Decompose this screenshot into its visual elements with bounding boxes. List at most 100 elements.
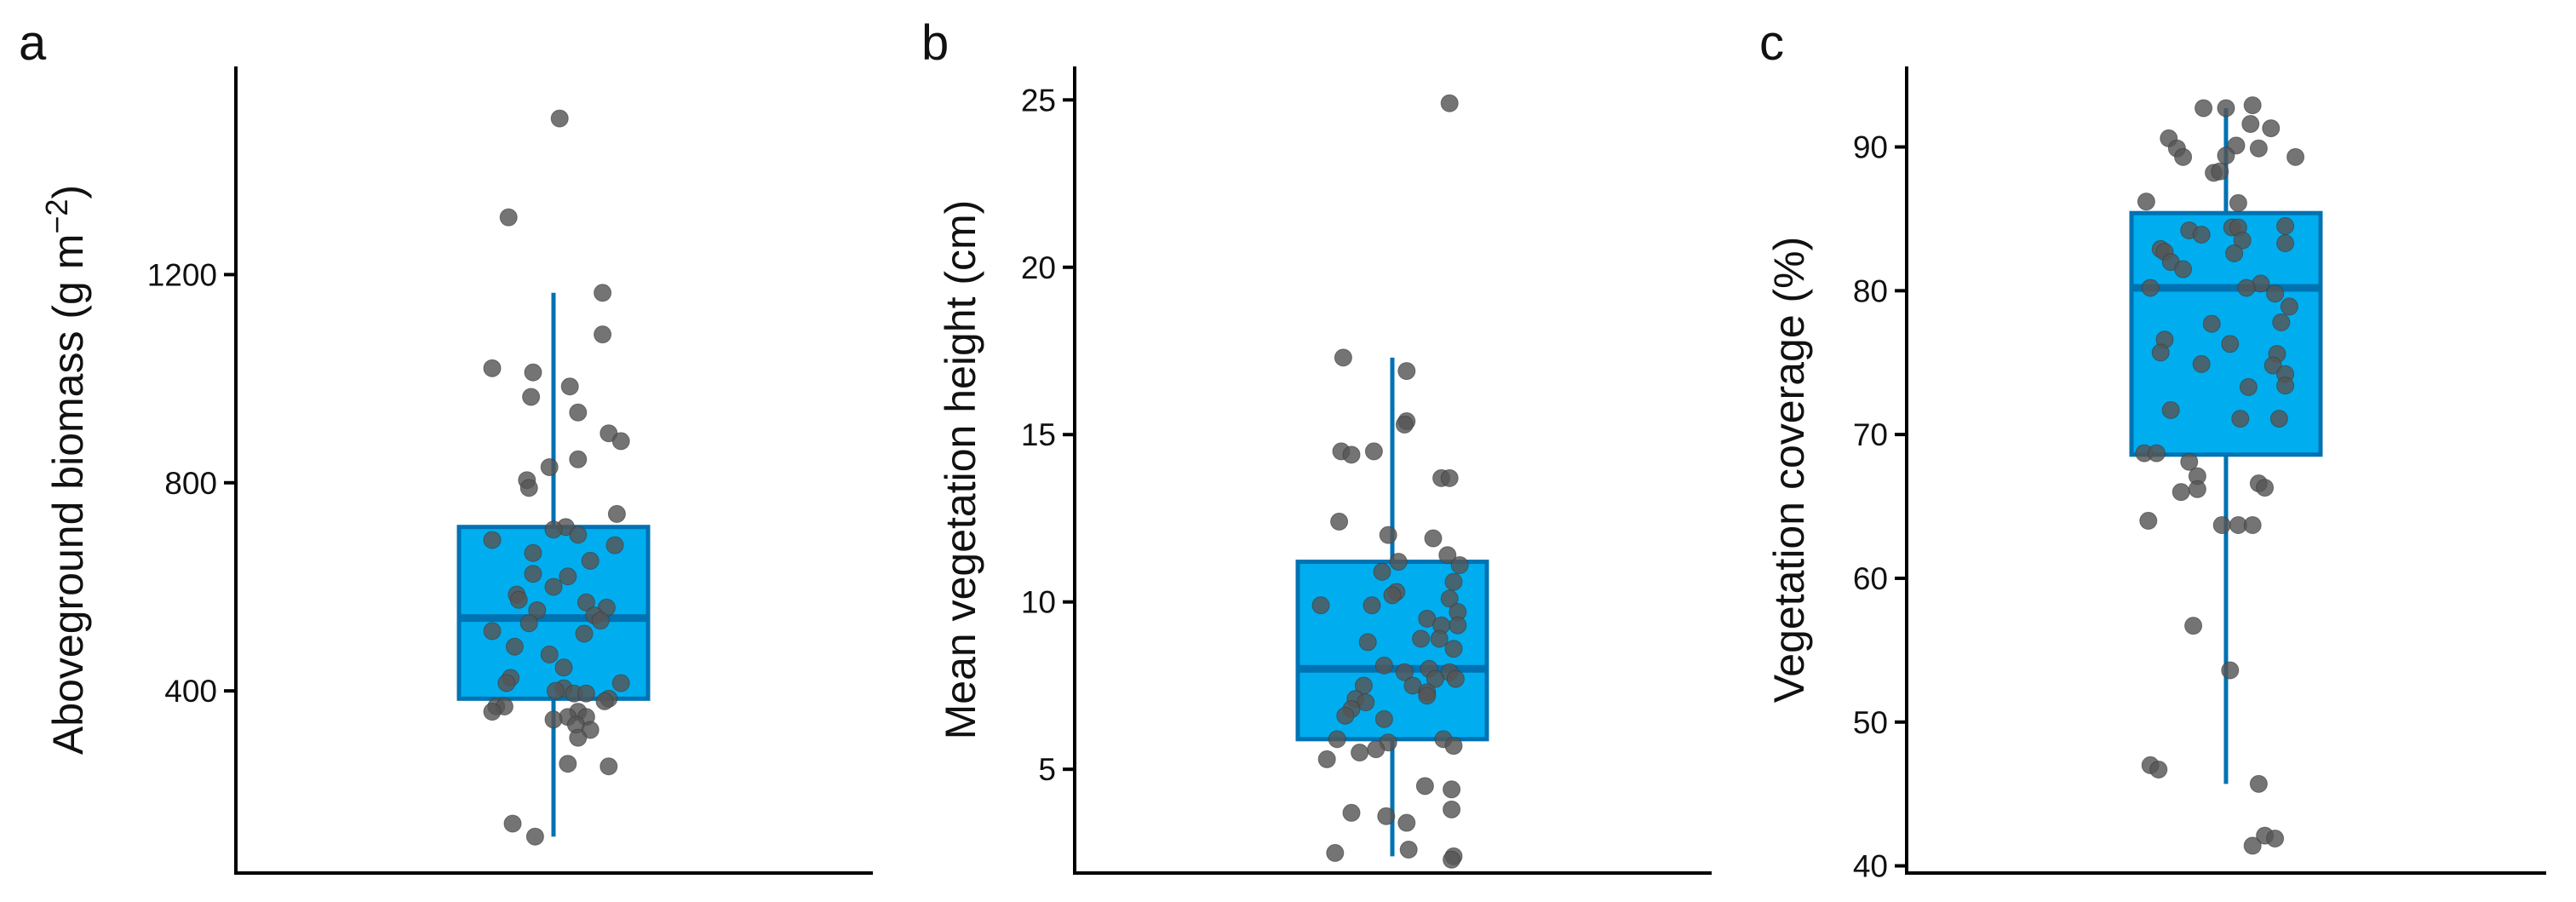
- data-point: [2141, 279, 2160, 297]
- y-axis-title-text: Vegetation coverage (%): [1765, 237, 1813, 704]
- panel-a: a Aboveground biomass (g m−2) 400 800 1200: [19, 15, 873, 875]
- data-point: [1363, 596, 1381, 615]
- data-point: [1397, 813, 1416, 832]
- data-point: [1440, 589, 1459, 608]
- data-point: [1330, 512, 1349, 531]
- data-point: [483, 359, 502, 377]
- data-point: [2139, 511, 2158, 530]
- data-point: [505, 637, 524, 656]
- data-point: [1399, 840, 1418, 859]
- data-point: [554, 658, 573, 677]
- data-point: [509, 590, 528, 609]
- data-point: [591, 612, 610, 630]
- data-point: [524, 363, 542, 382]
- data-point: [2231, 410, 2250, 428]
- data-point: [1351, 744, 1369, 762]
- data-point: [525, 827, 544, 846]
- data-point: [559, 755, 577, 773]
- y-axis-title-close: ): [44, 185, 92, 199]
- data-point: [1377, 807, 1396, 825]
- data-point: [2249, 139, 2268, 158]
- data-point: [540, 457, 559, 476]
- data-point: [600, 757, 618, 776]
- data-point: [2229, 193, 2247, 212]
- data-point: [595, 692, 614, 710]
- data-point: [1424, 529, 1443, 548]
- data-point: [577, 684, 595, 703]
- y-tick-label: 1200: [147, 257, 217, 292]
- data-point: [1449, 616, 1467, 635]
- panel-letter: a: [19, 15, 47, 71]
- data-point: [1374, 656, 1393, 675]
- data-point: [611, 674, 630, 692]
- data-point: [1336, 706, 1355, 725]
- data-point: [2147, 444, 2166, 462]
- data-point: [1443, 850, 1461, 869]
- data-point: [1412, 629, 1431, 648]
- data-point: [546, 681, 565, 700]
- data-point: [1379, 526, 1397, 544]
- data-point: [2212, 515, 2231, 534]
- data-point: [483, 622, 502, 641]
- y-axis-title-superscript: −2: [39, 199, 74, 234]
- data-point: [528, 600, 547, 619]
- data-point: [2286, 147, 2305, 166]
- data-point: [1358, 633, 1377, 652]
- data-point: [1444, 737, 1463, 755]
- data-point: [2266, 829, 2285, 847]
- data-point: [2161, 400, 2180, 419]
- data-point: [1311, 596, 1330, 615]
- data-point: [1342, 803, 1361, 822]
- data-point: [2149, 760, 2168, 778]
- data-point: [581, 551, 600, 570]
- data-point: [2276, 216, 2295, 235]
- data-point: [2192, 226, 2211, 244]
- data-point: [2192, 354, 2211, 373]
- data-point: [1418, 687, 1437, 705]
- y-axis-title: Mean vegetation height (cm): [937, 200, 984, 740]
- data-point: [1397, 362, 1416, 381]
- data-point: [483, 703, 502, 721]
- data-point: [1395, 415, 1414, 434]
- data-point: [519, 479, 538, 497]
- data-point: [2243, 836, 2262, 855]
- data-point: [2263, 356, 2282, 375]
- data-point: [2180, 452, 2199, 471]
- data-point: [2237, 279, 2256, 297]
- data-point: [544, 710, 563, 729]
- data-point: [1395, 663, 1414, 681]
- data-point: [1430, 629, 1449, 648]
- data-point: [1450, 555, 1469, 574]
- iqr-box: [456, 525, 651, 701]
- data-point: [2243, 515, 2262, 534]
- y-axis-title-text: Mean vegetation height (cm): [937, 200, 984, 740]
- y-axis-title: Aboveground biomass (g m−2): [39, 185, 92, 755]
- data-point: [2262, 119, 2281, 138]
- y-tick-label: 80: [1853, 273, 1888, 308]
- data-point: [2276, 234, 2295, 253]
- data-point: [559, 567, 577, 586]
- data-point: [2174, 260, 2193, 279]
- data-point: [1367, 740, 1386, 759]
- data-point: [2233, 231, 2252, 250]
- data-point: [2202, 314, 2221, 333]
- data-point: [544, 577, 563, 596]
- data-point: [2249, 774, 2268, 793]
- data-point: [605, 536, 624, 554]
- data-point: [2172, 483, 2190, 502]
- y-tick-label: 15: [1021, 417, 1056, 452]
- data-point: [2194, 99, 2213, 118]
- data-point: [607, 504, 626, 523]
- data-point: [2266, 284, 2285, 303]
- panel-c: c Vegetation coverage (%) 40 50 60 70 80 90: [1759, 15, 2546, 884]
- data-point: [522, 388, 541, 406]
- data-point: [2269, 410, 2288, 428]
- data-point: [1438, 546, 1457, 565]
- data-point: [1317, 750, 1336, 768]
- data-point: [1443, 780, 1461, 799]
- data-point: [524, 565, 542, 583]
- panel-b: b Mean vegetation height (cm) 5 10 15 20 25: [921, 15, 1712, 875]
- data-point: [497, 674, 516, 692]
- data-point: [2221, 335, 2240, 353]
- data-point: [2217, 147, 2235, 165]
